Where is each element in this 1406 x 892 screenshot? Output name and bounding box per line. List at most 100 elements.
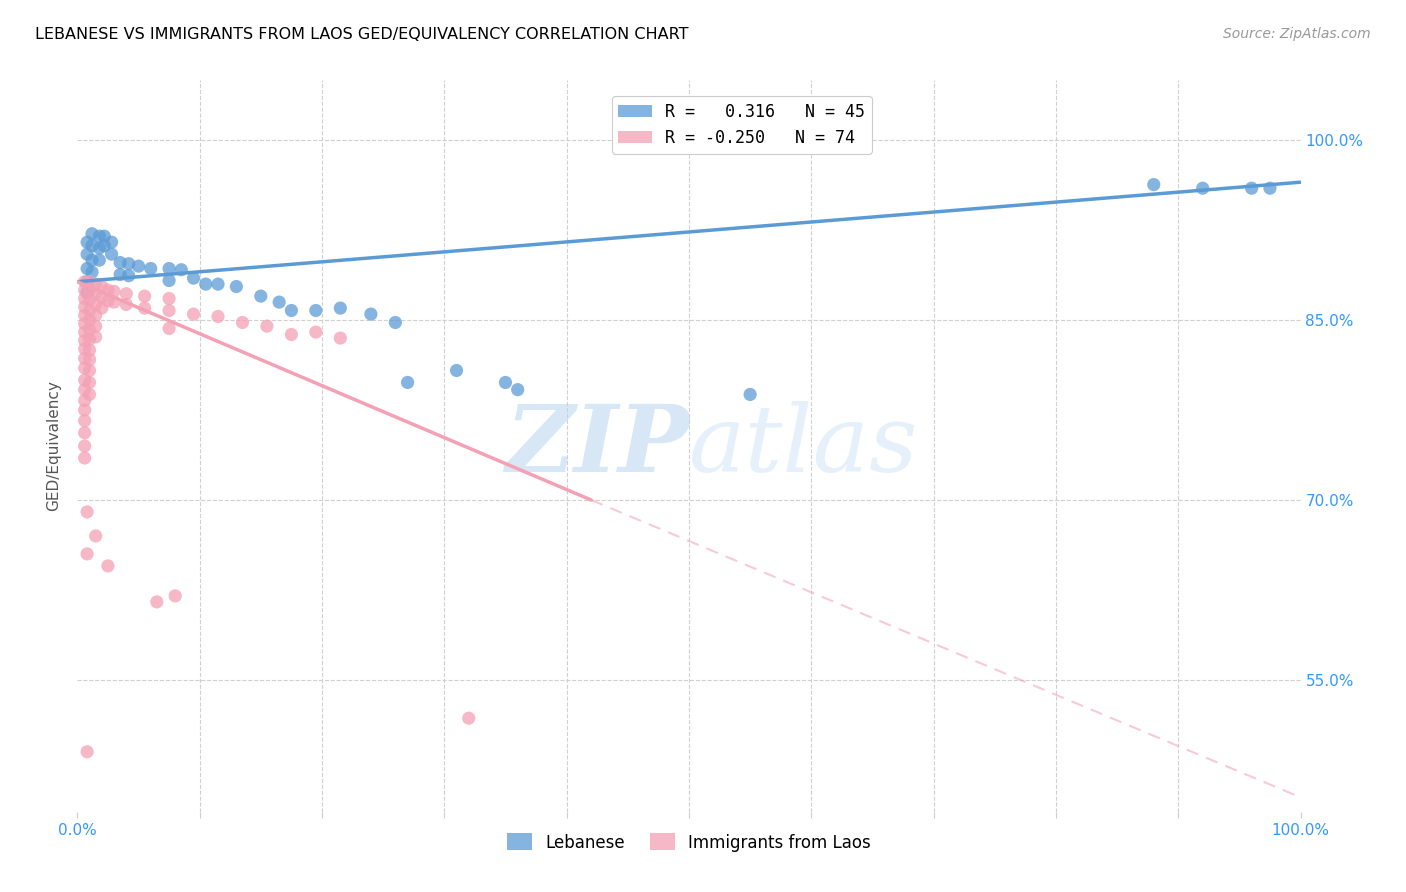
Point <box>97 283 120 297</box>
Point <box>84 319 107 334</box>
Point <box>73 300 96 314</box>
Point <box>79 343 101 357</box>
Point <box>103 285 125 299</box>
Point <box>79 283 101 297</box>
Point <box>73 450 96 465</box>
Point <box>79 387 101 401</box>
Point <box>115 297 138 311</box>
Point <box>231 316 253 330</box>
Point <box>76 285 98 300</box>
Point <box>457 711 479 725</box>
Point <box>84 330 107 344</box>
Point <box>93 239 115 253</box>
Point <box>157 261 180 276</box>
Point <box>73 373 96 387</box>
Point <box>329 301 352 315</box>
Point <box>84 529 107 543</box>
Point <box>73 334 96 348</box>
Point <box>76 547 98 561</box>
Point <box>79 313 101 327</box>
Point <box>90 290 112 304</box>
Point <box>73 283 96 297</box>
Point <box>89 229 111 244</box>
Point <box>73 414 96 428</box>
Point <box>73 383 96 397</box>
Point <box>139 261 162 276</box>
Point <box>118 257 141 271</box>
Point <box>73 308 96 322</box>
Point <box>207 310 229 324</box>
Point <box>89 253 111 268</box>
Point <box>84 277 107 292</box>
Point <box>127 259 149 273</box>
Point <box>103 295 125 310</box>
Point <box>1191 181 1213 195</box>
Point <box>76 275 98 289</box>
Point <box>183 271 205 285</box>
Point <box>134 289 156 303</box>
Text: LEBANESE VS IMMIGRANTS FROM LAOS GED/EQUIVALENCY CORRELATION CHART: LEBANESE VS IMMIGRANTS FROM LAOS GED/EQU… <box>35 27 689 42</box>
Point <box>1143 178 1166 192</box>
Point <box>73 292 96 306</box>
Point <box>80 239 103 253</box>
Point <box>79 376 101 390</box>
Point <box>97 293 120 308</box>
Point <box>73 439 96 453</box>
Point <box>170 262 193 277</box>
Point <box>207 277 229 292</box>
Point <box>84 308 107 322</box>
Point <box>134 301 156 315</box>
Point <box>360 307 382 321</box>
Point <box>396 376 419 390</box>
Point <box>1240 181 1263 195</box>
Point <box>80 227 103 241</box>
Point <box>79 323 101 337</box>
Point <box>1258 181 1281 195</box>
Point <box>384 316 406 330</box>
Point <box>73 425 96 440</box>
Point <box>108 268 131 282</box>
Point <box>108 255 131 269</box>
Point <box>90 279 112 293</box>
Point <box>100 235 122 249</box>
Point <box>506 383 529 397</box>
Text: atlas: atlas <box>689 401 918 491</box>
Point <box>93 229 115 244</box>
Text: ZIP: ZIP <box>505 401 689 491</box>
Point <box>194 277 217 292</box>
Point <box>89 241 111 255</box>
Point <box>73 403 96 417</box>
Point <box>79 293 101 307</box>
Point <box>90 301 112 315</box>
Point <box>446 363 468 377</box>
Point <box>157 273 180 287</box>
Point <box>84 286 107 301</box>
Point <box>73 325 96 339</box>
Point <box>76 247 98 261</box>
Point <box>280 327 302 342</box>
Point <box>76 745 98 759</box>
Point <box>157 292 180 306</box>
Point <box>76 505 98 519</box>
Point <box>183 307 205 321</box>
Point <box>495 376 517 390</box>
Point <box>79 303 101 318</box>
Point <box>73 361 96 376</box>
Point <box>79 352 101 367</box>
Point <box>305 325 328 339</box>
Point <box>79 332 101 346</box>
Point <box>146 595 169 609</box>
Point <box>76 261 98 276</box>
Point <box>73 275 96 289</box>
Point <box>79 275 101 289</box>
Point <box>165 589 187 603</box>
Point <box>80 253 103 268</box>
Point <box>79 363 101 377</box>
Point <box>740 387 762 401</box>
Point <box>256 319 278 334</box>
Point <box>305 303 328 318</box>
Point <box>100 247 122 261</box>
Point <box>329 331 352 345</box>
Point <box>97 558 120 573</box>
Point <box>118 268 141 283</box>
